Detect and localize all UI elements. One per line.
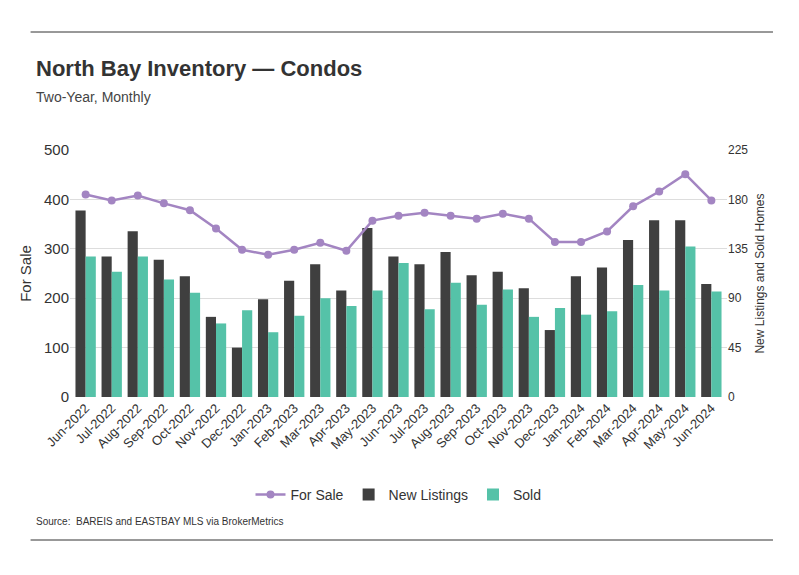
svg-text:Sold: Sold <box>513 487 541 503</box>
svg-text:Sep-2022: Sep-2022 <box>120 401 170 451</box>
svg-text:Aug-2023: Aug-2023 <box>407 401 457 451</box>
svg-text:Nov-2022: Nov-2022 <box>172 401 222 451</box>
svg-text:135: 135 <box>728 242 748 256</box>
svg-text:400: 400 <box>44 191 69 208</box>
svg-text:Jun-2023: Jun-2023 <box>356 401 405 450</box>
svg-text:Jan-2023: Jan-2023 <box>226 401 275 450</box>
svg-text:Two-Year, Monthly: Two-Year, Monthly <box>36 89 151 105</box>
svg-text:Mar-2023: Mar-2023 <box>277 401 327 451</box>
svg-text:New Listings and Sold Homes: New Listings and Sold Homes <box>753 193 767 353</box>
svg-text:Dec-2023: Dec-2023 <box>511 401 561 451</box>
svg-text:For Sale: For Sale <box>17 245 34 302</box>
svg-text:0: 0 <box>61 388 69 405</box>
svg-text:For Sale: For Sale <box>291 487 344 503</box>
svg-text:45: 45 <box>728 341 742 355</box>
svg-text:New Listings: New Listings <box>389 487 468 503</box>
svg-text:Feb-2023: Feb-2023 <box>251 401 301 451</box>
svg-text:Mar-2024: Mar-2024 <box>590 401 640 451</box>
svg-text:Oct-2023: Oct-2023 <box>461 401 509 449</box>
svg-text:Nov-2023: Nov-2023 <box>485 401 535 451</box>
svg-text:May-2023: May-2023 <box>328 401 379 452</box>
svg-text:Feb-2024: Feb-2024 <box>564 401 614 451</box>
svg-text:500: 500 <box>44 141 69 158</box>
svg-text:180: 180 <box>728 193 748 207</box>
svg-text:Jun-2022: Jun-2022 <box>43 401 92 450</box>
svg-text:Sep-2023: Sep-2023 <box>433 401 483 451</box>
svg-text:Source: BAREIS and EASTBAY ML: Source: BAREIS and EASTBAY MLS via Broke… <box>36 516 284 527</box>
svg-text:Dec-2022: Dec-2022 <box>198 401 248 451</box>
svg-text:Jan-2024: Jan-2024 <box>539 401 588 450</box>
svg-text:Oct-2022: Oct-2022 <box>148 401 196 449</box>
svg-text:100: 100 <box>44 339 69 356</box>
svg-text:0: 0 <box>728 390 735 404</box>
svg-text:Apr-2023: Apr-2023 <box>305 401 353 449</box>
svg-text:North Bay Inventory — Condos: North Bay Inventory — Condos <box>36 56 362 81</box>
svg-text:300: 300 <box>44 240 69 257</box>
svg-text:May-2024: May-2024 <box>641 401 692 452</box>
svg-text:Aug-2022: Aug-2022 <box>94 401 144 451</box>
svg-text:225: 225 <box>728 143 748 157</box>
svg-text:Jul-2023: Jul-2023 <box>385 401 431 447</box>
svg-text:200: 200 <box>44 289 69 306</box>
svg-text:Apr-2024: Apr-2024 <box>618 401 666 449</box>
svg-text:Jul-2022: Jul-2022 <box>73 401 119 447</box>
svg-text:Jun-2024: Jun-2024 <box>669 401 718 450</box>
svg-text:90: 90 <box>728 291 742 305</box>
